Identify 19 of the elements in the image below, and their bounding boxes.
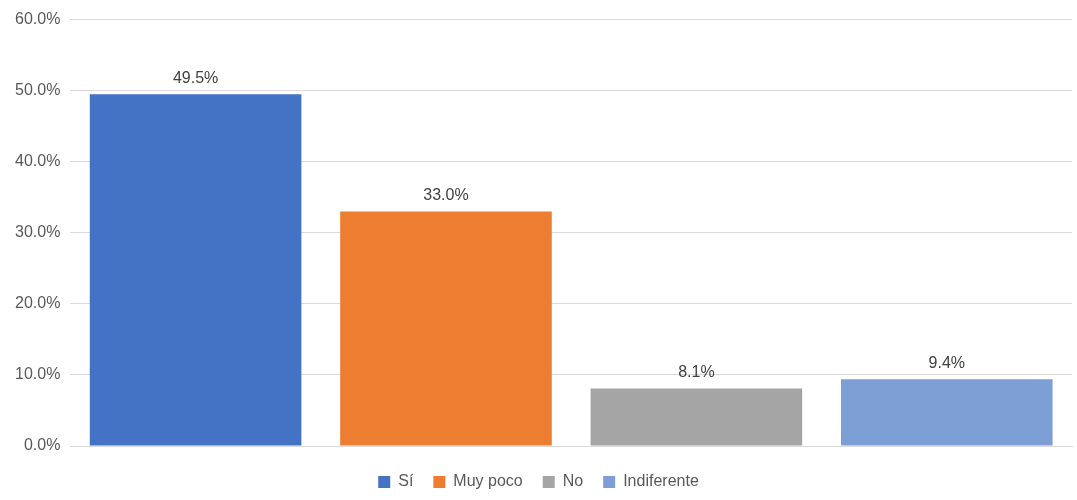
legend-label: No (562, 472, 584, 490)
bar (340, 211, 552, 446)
bar (590, 388, 803, 446)
bar (89, 94, 302, 446)
data-label: 9.4% (928, 353, 966, 371)
y-tick-label: 10.0% (14, 365, 61, 383)
bar (841, 379, 1053, 446)
data-label: 49.5% (172, 68, 219, 86)
y-tick-label: 60.0% (14, 10, 61, 28)
y-tick-label: 20.0% (14, 294, 61, 312)
y-tick-label: 50.0% (14, 81, 61, 99)
y-tick-label: 30.0% (14, 223, 61, 241)
legend-label: Muy poco (453, 472, 523, 490)
y-tick-label: 0.0% (23, 436, 61, 454)
data-label: 33.0% (423, 185, 469, 203)
y-tick-label: 40.0% (14, 152, 61, 170)
legend-label: Indiferente (623, 472, 699, 490)
data-label: 8.1% (678, 362, 715, 380)
legend-label: Sí (398, 472, 414, 490)
